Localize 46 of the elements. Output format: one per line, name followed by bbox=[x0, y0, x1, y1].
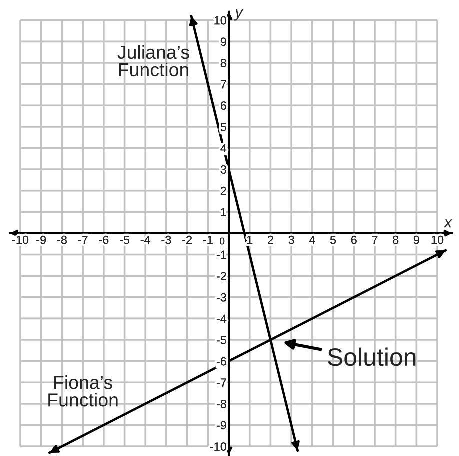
y-tick-label: 7 bbox=[220, 80, 226, 89]
x-tick-label: 4 bbox=[309, 236, 316, 244]
y-axis-title: y bbox=[234, 10, 244, 21]
y-tick-label: 8 bbox=[220, 59, 226, 68]
y-tick-label: 4 bbox=[220, 144, 227, 153]
x-tick-label: -6 bbox=[99, 236, 109, 244]
x-tick-label: 6 bbox=[351, 236, 357, 244]
y-tick-label: 1 bbox=[221, 208, 226, 216]
x-tick-label: -8 bbox=[58, 236, 67, 244]
y-tick-label: 9 bbox=[220, 38, 226, 46]
annotation: Solution bbox=[328, 348, 416, 366]
y-tick-label: 5 bbox=[220, 123, 226, 132]
y-tick-label: -1 bbox=[216, 250, 226, 260]
x-tick-label: -7 bbox=[78, 236, 88, 244]
x-tick-label: 8 bbox=[393, 236, 399, 244]
y-tick-label: -4 bbox=[216, 314, 227, 323]
y-tick-label: 6 bbox=[220, 102, 226, 110]
legend-label: Juliana’s Function bbox=[118, 45, 190, 77]
x-tick-label: -9 bbox=[36, 236, 46, 244]
x-axis-title: x bbox=[444, 220, 453, 228]
y-tick-label: -3 bbox=[216, 293, 226, 302]
x-tick-label: 2 bbox=[268, 236, 274, 244]
x-tick-label: 9 bbox=[414, 236, 420, 244]
x-tick-label: -5 bbox=[120, 236, 130, 244]
y-tick-label: -9 bbox=[216, 421, 226, 430]
x-tick-label: -1 bbox=[203, 236, 213, 244]
x-tick-label: 0 bbox=[220, 238, 225, 245]
series-label: Fiona’s Function bbox=[48, 376, 118, 407]
y-tick-label: -2 bbox=[216, 272, 226, 280]
x-tick-label: 3 bbox=[288, 236, 294, 244]
x-tick-label: 5 bbox=[330, 236, 336, 244]
x-tick-label: -3 bbox=[162, 236, 172, 244]
y-tick-label: 3 bbox=[220, 166, 226, 174]
y-tick-label: 2 bbox=[220, 186, 226, 196]
x-tick-label: 7 bbox=[372, 236, 378, 244]
y-tick-label: -6 bbox=[216, 357, 226, 366]
y-tick-label: -10 bbox=[210, 442, 226, 451]
x-tick-label: -10 bbox=[12, 236, 29, 244]
y-tick-label: 10 bbox=[214, 16, 226, 25]
x-tick-label: 10 bbox=[432, 236, 444, 244]
y-tick-label: -5 bbox=[216, 336, 226, 344]
y-tick-label: -8 bbox=[216, 400, 226, 408]
x-tick-label: -4 bbox=[140, 236, 151, 244]
y-tick-label: -7 bbox=[216, 378, 226, 387]
x-tick-label: 1 bbox=[247, 236, 253, 244]
x-tick-label: -2 bbox=[182, 236, 192, 244]
